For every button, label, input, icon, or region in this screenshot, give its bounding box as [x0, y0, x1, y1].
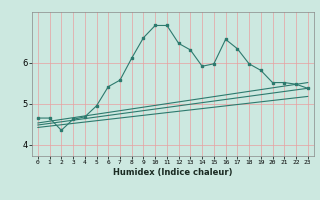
- X-axis label: Humidex (Indice chaleur): Humidex (Indice chaleur): [113, 168, 233, 177]
